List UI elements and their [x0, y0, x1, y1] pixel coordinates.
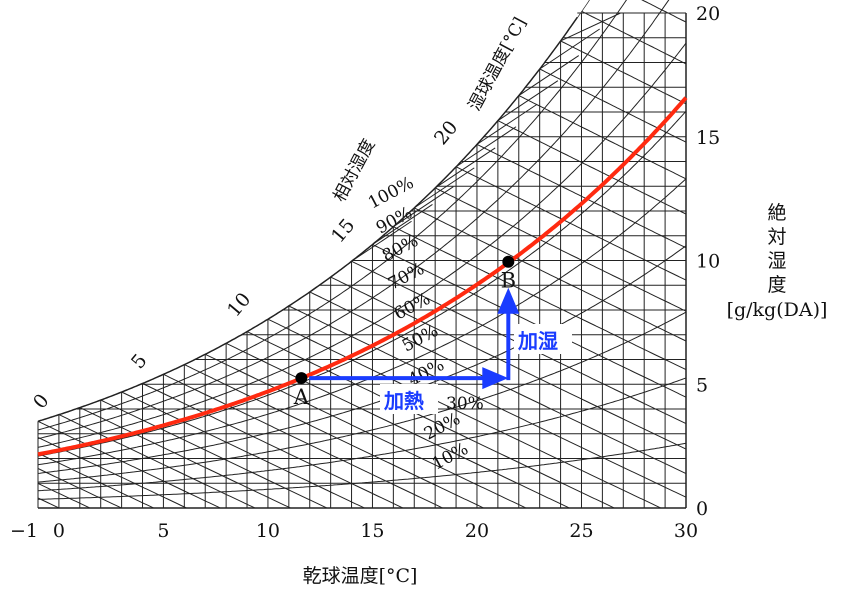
- highlight-rh-curve: [37, 96, 688, 457]
- grid: [38, 0, 686, 508]
- y-tick-label: 0: [696, 498, 708, 520]
- axes: −1 0 5 10 15 20 25 3005101520乾球温度[°C]絶対湿度[g/kg(…: [10, 3, 827, 587]
- y-tick-label: 15: [696, 127, 720, 149]
- enthalpy-line: [518, 55, 580, 96]
- wet-bulb-line: [539, 68, 686, 143]
- point-label: B: [501, 269, 516, 293]
- point-A: [295, 372, 308, 385]
- wet-bulb-line: [38, 436, 686, 508]
- x-tick-label: 0: [53, 520, 65, 542]
- x-axis-label: 乾球温度[°C]: [303, 565, 418, 587]
- y-tick-label: 10: [696, 251, 720, 273]
- x-tick-label: −1: [10, 520, 38, 542]
- x-tick-label: 20: [465, 520, 489, 542]
- wet-bulb-label: 5: [127, 350, 152, 373]
- rh-curve-90: [38, 0, 686, 431]
- heating-label-bg: [380, 384, 438, 414]
- enthalpy-line: [455, 126, 517, 168]
- wet-bulb-line: [142, 382, 686, 508]
- enthalpy-line: [393, 186, 454, 228]
- wet-bulb-label: 10: [223, 289, 255, 322]
- wet-bulb-label: 15: [327, 215, 359, 248]
- rh-curve-20: [38, 377, 686, 492]
- wet-bulb-line: [163, 373, 686, 508]
- wet-bulb-line: [602, 0, 686, 23]
- rh-curve-10: [38, 442, 686, 500]
- wet-bulb-line: [38, 420, 686, 508]
- enthalpy-line: [413, 167, 475, 209]
- wet-bulb-title: 湿球温度[°C]: [465, 14, 531, 114]
- heating-arrowhead: [482, 367, 509, 390]
- wet-bulb-line: [560, 40, 686, 105]
- humidify-label: 加湿: [517, 329, 558, 353]
- wet-bulb-line: [476, 143, 686, 249]
- marks: 加熱 加湿 A B: [37, 96, 688, 457]
- wet-bulb-line: [372, 244, 686, 398]
- wet-bulb-line: [38, 452, 686, 508]
- wet-bulb-line: [518, 95, 686, 180]
- enthalpy-line: [497, 80, 559, 122]
- y-axis-label: 湿: [767, 250, 786, 272]
- rh-label: 100%: [365, 173, 417, 213]
- y-tick-label: 20: [696, 3, 720, 25]
- y-axis-label: 対: [767, 226, 786, 248]
- wet-bulb-line: [267, 318, 686, 508]
- rh-label: 20%: [421, 409, 464, 444]
- wet-bulb-line: [38, 468, 686, 508]
- point-B: [502, 255, 515, 268]
- x-tick-label: 15: [360, 520, 384, 542]
- enthalpy-line: [434, 147, 496, 189]
- rh-curve-50: [38, 178, 686, 466]
- x-tick-label: 5: [157, 520, 169, 542]
- y-axis-unit: [g/kg(DA)]: [727, 299, 828, 321]
- wet-bulb-line: [288, 305, 686, 498]
- rh-curve-70: [38, 42, 686, 448]
- rh-curve-60: [38, 110, 686, 457]
- rh-curve-80: [38, 0, 686, 440]
- wet-bulb-line: [581, 10, 686, 65]
- wet-bulb-line: [184, 364, 686, 508]
- wet-bulb-line: [393, 226, 686, 371]
- rh-curve-40: [38, 245, 686, 474]
- wet-bulb-line: [58, 414, 686, 508]
- wet-bulb-line: [414, 207, 686, 342]
- enthalpy-line: [476, 103, 538, 145]
- y-axis-label: 絶: [767, 202, 786, 224]
- x-tick-label: 25: [569, 520, 593, 542]
- wet-bulb-line: [121, 391, 686, 508]
- wet-bulb-line: [497, 120, 686, 215]
- humidify-arrowhead: [497, 287, 520, 314]
- wet-bulb-line: [455, 166, 686, 281]
- wet-bulb-line: [309, 291, 686, 475]
- y-axis-label: 度: [767, 274, 786, 296]
- wet-bulb-line: [79, 407, 686, 508]
- enthalpy-line: [539, 28, 600, 70]
- x-tick-label: 10: [256, 520, 280, 542]
- wet-bulb-line: [38, 497, 686, 508]
- rh-curves: 100%90%80%70%60%50%40%20%10%30%相対湿度05101…: [29, 14, 531, 474]
- enthalpy-line: [372, 204, 433, 245]
- rh-label: 30%: [446, 394, 484, 414]
- saturation-curve: [37, 16, 578, 422]
- rh-curve-30: [38, 311, 686, 483]
- heating-label: 加熱: [383, 389, 424, 413]
- wet-bulb-label: 20: [430, 117, 462, 150]
- wet-bulb-label: 0: [29, 390, 54, 413]
- y-tick-label: 5: [696, 374, 708, 396]
- wet-bulb-line: [204, 353, 686, 508]
- rh-label: 60%: [391, 289, 434, 324]
- enthalpy-line: [351, 220, 412, 262]
- wet-bulb-line: [100, 399, 686, 508]
- x-tick-label: 30: [674, 520, 698, 542]
- humidify-label-bg: [514, 324, 572, 354]
- wet-bulb-line: [434, 187, 686, 312]
- point-label: A: [293, 385, 310, 409]
- enthalpy-line: [560, 12, 621, 42]
